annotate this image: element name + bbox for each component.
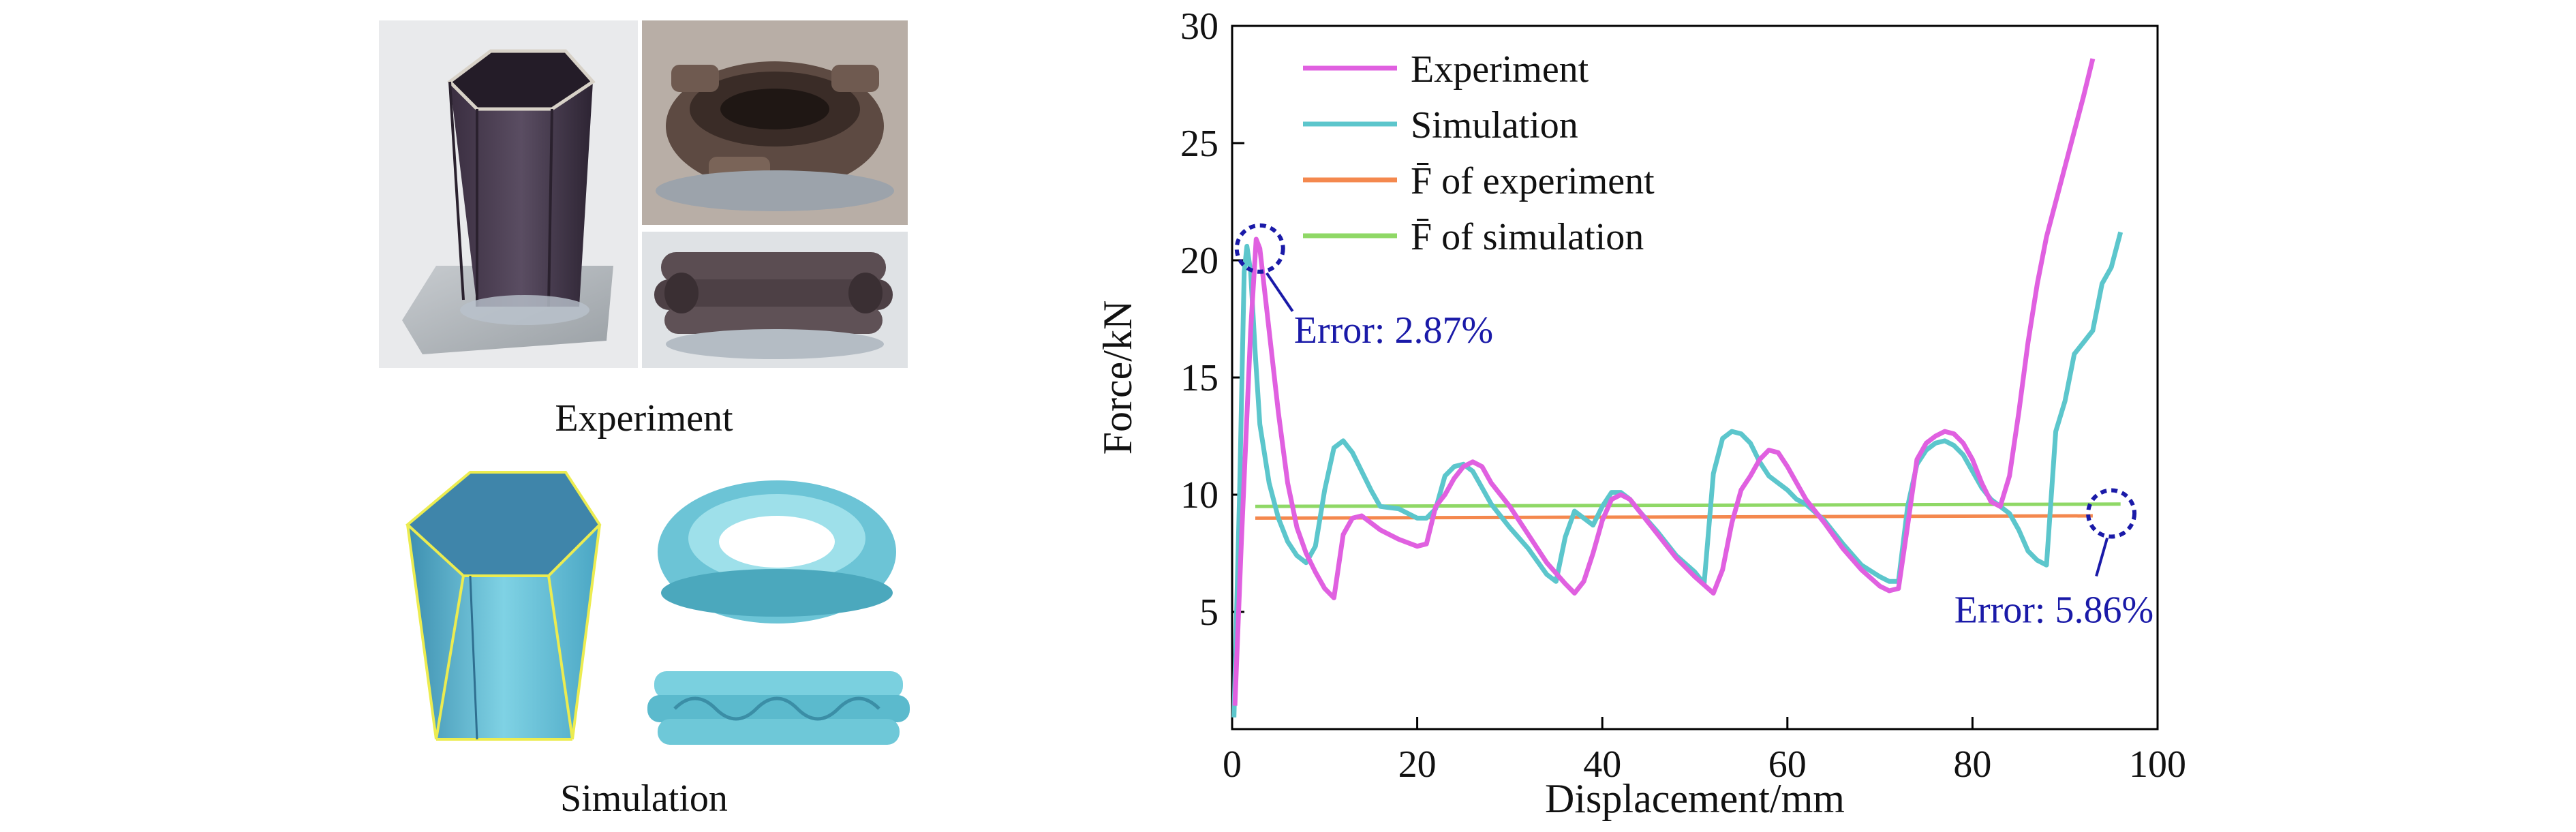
x-tick-label: 20 <box>1398 743 1437 786</box>
y-tick-label: 15 <box>1180 357 1218 399</box>
series-line-3 <box>1255 514 2093 520</box>
error-leader-line <box>2095 537 2109 577</box>
x-tick-label: 100 <box>2129 743 2186 786</box>
legend-label: F̄ of simulation <box>1411 216 1644 258</box>
experiment-label: Experiment <box>555 397 733 440</box>
simulation-label: Simulation <box>560 777 728 820</box>
x-tick-label: 60 <box>1768 743 1807 786</box>
y-tick-label: 5 <box>1199 591 1218 634</box>
x-axis-label: Displacement/mm <box>1545 776 1845 821</box>
error-marker-circle <box>1234 223 1285 274</box>
x-tick-label: 80 <box>1953 743 1991 786</box>
legend-label: F̄ of experiment <box>1411 160 1655 202</box>
y-tick-label: 10 <box>1180 474 1218 517</box>
annotations: Error: 2.87% Error: 5.86% <box>1234 223 2153 632</box>
y-tick-label: 30 <box>1180 5 1218 48</box>
x-tick-label: 0 <box>1223 743 1242 786</box>
experiment-photo-tube <box>379 20 638 368</box>
error-marker-circle <box>2086 488 2137 539</box>
experiment-photo-crushed-side <box>642 232 908 368</box>
y-tick-label: 20 <box>1180 240 1218 282</box>
y-tick-label: 25 <box>1180 123 1218 165</box>
simulation-crushed-top-model <box>658 480 896 623</box>
series-lines <box>1231 58 2123 718</box>
axis-ticks: 0 20 40 60 80 100 5 10 15 20 25 30 <box>1180 5 2186 786</box>
simulation-tube-model <box>405 471 602 741</box>
force-displacement-chart: 0 20 40 60 80 100 5 10 15 20 25 30 Experiment Simula… <box>1095 5 2186 821</box>
legend-label: Experiment <box>1411 48 1589 91</box>
y-axis-label: Force/kN <box>1095 301 1140 455</box>
legend: Experiment Simulation F̄ of experiment F̄ o… <box>1303 48 1655 258</box>
series-line-1 <box>1232 58 2096 706</box>
error-leader-line <box>1266 272 1294 312</box>
series-line-2 <box>1231 231 2123 718</box>
series-line-4 <box>1255 502 2121 508</box>
experiment-photo-crushed-top <box>642 20 908 225</box>
legend-label: Simulation <box>1411 104 1578 147</box>
x-tick-label: 40 <box>1583 743 1621 786</box>
error-label: Error: 2.87% <box>1294 309 1493 352</box>
simulation-crushed-side-model <box>647 671 910 745</box>
error-label: Error: 5.86% <box>1954 589 2153 632</box>
